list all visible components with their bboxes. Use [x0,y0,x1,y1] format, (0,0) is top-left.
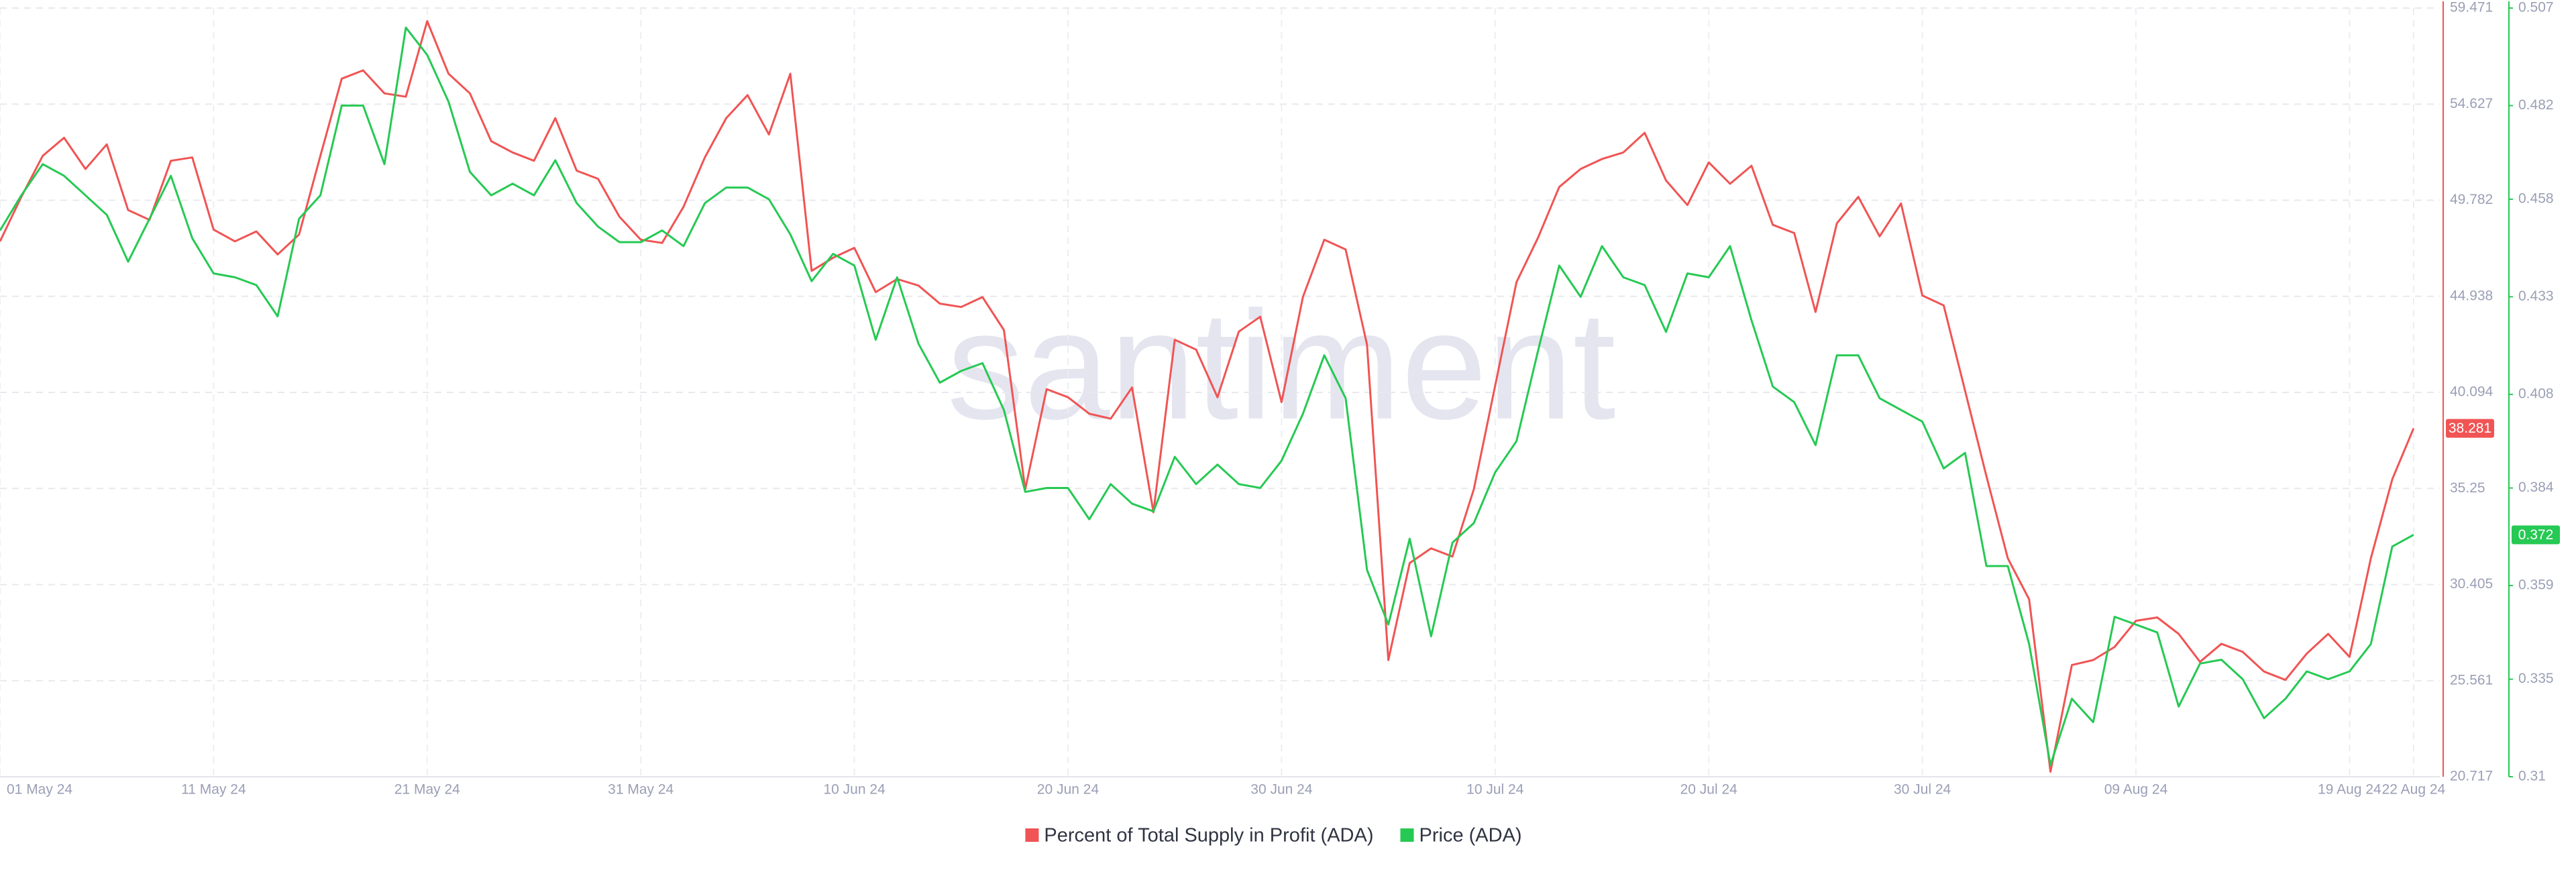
x-tick-label: 10 Jun 24 [823,782,885,798]
x-tick-label: 01 May 24 [7,782,72,798]
y2-tick-label: 0.408 [2518,386,2554,401]
x-tick-label: 20 Jul 24 [1680,782,1738,798]
x-tick-label: 09 Aug 24 [2104,782,2168,798]
y2-tick-label: 0.31 [2518,769,2546,784]
last-value-badge [2446,419,2494,438]
x-tick-label: 10 Jul 24 [1466,782,1524,798]
y-tick-label: 20.717 [2450,769,2493,784]
y-tick-label: 54.627 [2450,96,2493,111]
y-tick-label: 35.25 [2450,480,2485,496]
series-line [0,20,2415,773]
x-tick-label: 30 Jun 24 [1250,782,1313,798]
y2-tick-label: 0.359 [2518,578,2554,593]
x-tick-label: 30 Jul 24 [1894,782,1951,798]
series-line [0,26,2414,766]
y-tick-label: 59.471 [2450,0,2493,15]
last-value-label: 38.281 [2449,421,2491,436]
y2-tick-label: 0.482 [2518,97,2554,113]
y-tick-label: 25.561 [2450,672,2493,688]
y-tick-label: 44.938 [2450,288,2493,303]
last-value-label: 0.372 [2518,527,2554,543]
x-tick-label: 31 May 24 [608,782,674,798]
y-tick-label: 40.094 [2450,384,2493,400]
legend: Percent of Total Supply in Profit (ADA) P… [1025,825,1522,847]
legend-label: Percent of Total Supply in Profit (ADA) [1044,825,1373,847]
y2-tick-label: 0.433 [2518,288,2554,304]
legend-swatch [1025,828,1039,842]
x-tick-label: 20 Jun 24 [1037,782,1099,798]
y2-tick-label: 0.384 [2518,480,2554,495]
y2-tick-label: 0.335 [2518,671,2554,686]
watermark: santiment [947,279,1615,451]
y2-tick-label: 0.507 [2518,0,2554,15]
x-tick-label: 21 May 24 [394,782,460,798]
y2-tick-label: 0.458 [2518,191,2554,207]
last-value-badge [2512,525,2560,545]
legend-label: Price (ADA) [1419,825,1522,847]
legend-swatch [1400,828,1414,842]
x-tick-label: 11 May 24 [181,782,246,798]
y-tick-label: 30.405 [2450,576,2493,592]
x-tick-label: 22 Aug 24 [2382,782,2446,798]
y-tick-label: 49.782 [2450,192,2493,207]
x-tick-label: 19 Aug 24 [2318,782,2381,798]
